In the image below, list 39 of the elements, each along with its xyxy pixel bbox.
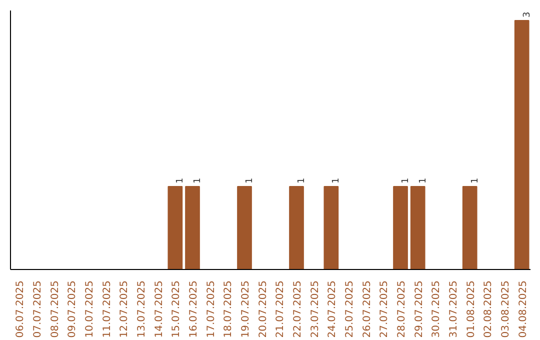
data-label: 1 xyxy=(418,178,428,184)
x-tick-label: 14.07.2025 xyxy=(154,280,165,338)
x-tick-label: 02.08.2025 xyxy=(483,280,494,338)
x-tick-label: 22.07.2025 xyxy=(292,280,304,338)
data-label: 1 xyxy=(470,178,480,184)
x-tick-label: 08.07.2025 xyxy=(50,280,61,338)
x-tick-label: 31.07.2025 xyxy=(448,280,460,338)
x-tick-label: 15.07.2025 xyxy=(171,280,182,338)
x-tick-label: 09.07.2025 xyxy=(67,280,78,338)
data-label: 1 xyxy=(297,178,307,184)
x-tick-label: 30.07.2025 xyxy=(431,280,442,338)
x-tick-label: 27.07.2025 xyxy=(379,280,390,338)
x-tick-label: 21.07.2025 xyxy=(275,280,286,338)
x-tick-label: 23.07.2025 xyxy=(310,280,321,338)
x-tick-label: 18.07.2025 xyxy=(223,280,234,338)
x-tick-label: 04.08.2025 xyxy=(518,280,529,338)
x-tick-label: 24.07.2025 xyxy=(327,280,338,338)
x-tick-label: 16.07.2025 xyxy=(188,280,200,338)
x-tick-label: 25.07.2025 xyxy=(344,280,356,338)
x-tick-label: 01.08.2025 xyxy=(466,280,477,338)
x-tick-label: 17.07.2025 xyxy=(206,280,217,338)
data-label: 1 xyxy=(401,178,411,184)
data-label: 1 xyxy=(332,178,342,184)
x-tick-label: 12.07.2025 xyxy=(119,280,130,338)
x-tick-label: 26.07.2025 xyxy=(362,280,373,338)
x-tick-label: 20.07.2025 xyxy=(258,280,269,338)
x-tick-label: 19.07.2025 xyxy=(240,280,252,338)
x-tick-label: 29.07.2025 xyxy=(414,280,425,338)
x-tick-label: 06.07.2025 xyxy=(15,280,26,338)
x-tick-label: 11.07.2025 xyxy=(102,280,113,338)
x-tick-label: 10.07.2025 xyxy=(84,280,96,338)
data-label: 1 xyxy=(193,178,203,184)
data-label: 1 xyxy=(176,178,186,184)
x-tick-label: 13.07.2025 xyxy=(136,280,148,338)
data-label: 1 xyxy=(245,178,255,184)
x-tick-label: 28.07.2025 xyxy=(396,280,408,338)
x-tick-label: 07.07.2025 xyxy=(32,280,44,338)
x-tick-label: 03.08.2025 xyxy=(500,280,512,338)
data-label: 3 xyxy=(522,12,532,18)
